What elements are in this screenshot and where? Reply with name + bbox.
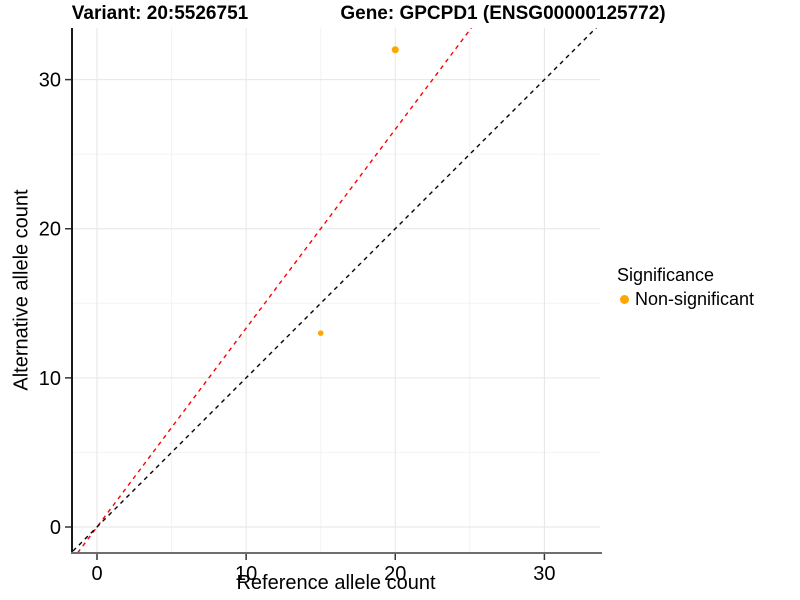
data-point: [317, 330, 324, 336]
x-tick-label: 0: [91, 563, 102, 585]
legend: Significance Non-significant: [616, 265, 754, 310]
x-axis-label: Reference allele count: [236, 572, 436, 594]
x-tick-label: 30: [533, 563, 555, 585]
x-tick-label: 20: [384, 563, 406, 585]
circle-marker-icon: [620, 295, 629, 304]
identity-line: [73, 28, 597, 552]
y-tick-label: 10: [39, 368, 61, 390]
y-tick-label: 30: [39, 70, 61, 92]
data-point: [391, 46, 399, 54]
legend-title: Significance: [617, 265, 715, 285]
legend-item-label: Non-significant: [635, 289, 755, 309]
x-tick-label: 10: [235, 563, 257, 585]
variant-title: Variant: 20:5526751: [71, 3, 249, 24]
y-tick-label: 0: [50, 517, 61, 539]
legend-item-non-significant: Non-significant: [620, 289, 754, 310]
gene-title: Gene: GPCPD1 (ENSG00000125772): [340, 3, 666, 24]
y-axis-label: Alternative allele count: [10, 189, 33, 391]
y-tick-label: 20: [39, 219, 61, 241]
fitted-ratio-line: [76, 28, 473, 553]
